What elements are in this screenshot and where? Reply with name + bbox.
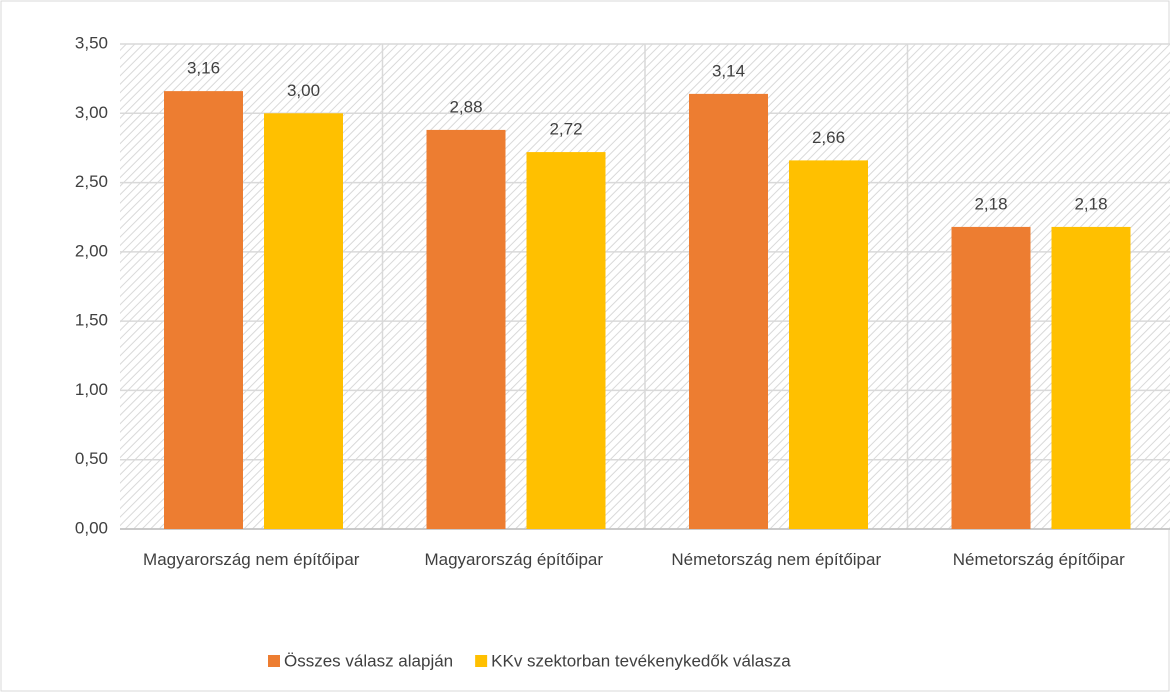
y-tick-label: 1,50 [75, 311, 108, 330]
x-tick-label: Magyarország építőipar [424, 550, 604, 569]
data-label: 2,18 [974, 194, 1007, 213]
bar [426, 129, 506, 529]
y-tick-label: 1,00 [75, 380, 108, 399]
legend-label: Összes válasz alapján [284, 651, 453, 670]
data-label: 3,00 [287, 81, 320, 100]
bar [689, 93, 768, 529]
bar [164, 91, 243, 529]
x-tick-label: Németország nem építőipar [671, 550, 882, 569]
y-tick-label: 2,50 [75, 172, 108, 191]
y-tick-label: 3,00 [75, 103, 108, 122]
data-label: 2,18 [1074, 194, 1107, 213]
legend-label: KKv szektorban tevékenykedők válasza [491, 651, 791, 670]
bar [264, 113, 343, 530]
bar [951, 226, 1031, 529]
data-label: 2,66 [812, 128, 845, 147]
data-label: 3,14 [712, 61, 745, 80]
legend-swatch [475, 655, 488, 667]
y-tick-label: 2,00 [75, 241, 108, 260]
legend-swatch [268, 655, 280, 667]
data-label: 3,16 [187, 59, 220, 78]
x-tick-label: Magyarország nem építőipar [143, 550, 360, 569]
y-tick-label: 0,00 [75, 518, 108, 537]
y-tick-label: 3,50 [75, 33, 108, 52]
bar [789, 160, 868, 529]
y-tick-label: 0,50 [75, 449, 108, 468]
x-tick-label: Németország építőipar [952, 550, 1125, 569]
data-label: 2,72 [549, 120, 582, 139]
data-label: 2,88 [449, 97, 482, 116]
bar [1051, 226, 1131, 529]
bar [526, 152, 606, 530]
